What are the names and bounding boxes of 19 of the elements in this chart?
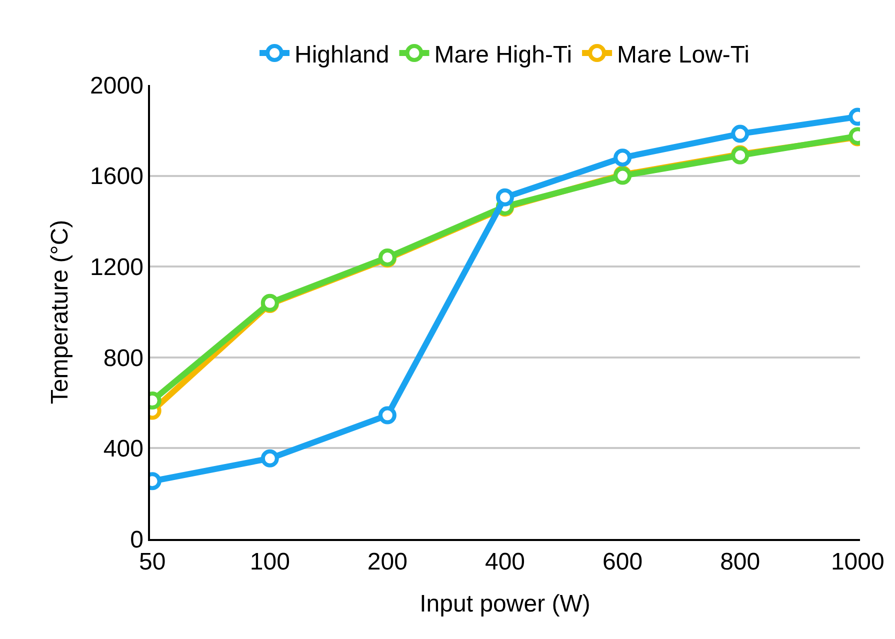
x-tick-label: 1000 bbox=[830, 548, 884, 576]
y-axis-title: Temperature (°C) bbox=[46, 220, 74, 404]
x-tick-label: 200 bbox=[367, 548, 408, 576]
point bbox=[378, 406, 396, 424]
y-tick-label: 2000 bbox=[90, 72, 144, 100]
x-tick-label: 400 bbox=[484, 548, 526, 576]
x-axis-title: Input power (W) bbox=[420, 590, 590, 618]
x-tick-label: 600 bbox=[602, 548, 643, 576]
y-tick-label: 1600 bbox=[90, 163, 144, 190]
x-tick-label: 100 bbox=[250, 548, 290, 576]
y-tick-label: 800 bbox=[103, 344, 144, 372]
y-tick-label: 400 bbox=[103, 436, 144, 463]
point bbox=[614, 148, 632, 167]
y-tick-label: 1200 bbox=[90, 254, 144, 281]
legend-label: Mare High-Ti bbox=[434, 41, 572, 68]
x-tick-label: 800 bbox=[720, 548, 760, 576]
legend-label: Mare Low-Ti bbox=[617, 41, 750, 68]
legend-label: Highland bbox=[294, 41, 390, 68]
point bbox=[496, 188, 514, 206]
